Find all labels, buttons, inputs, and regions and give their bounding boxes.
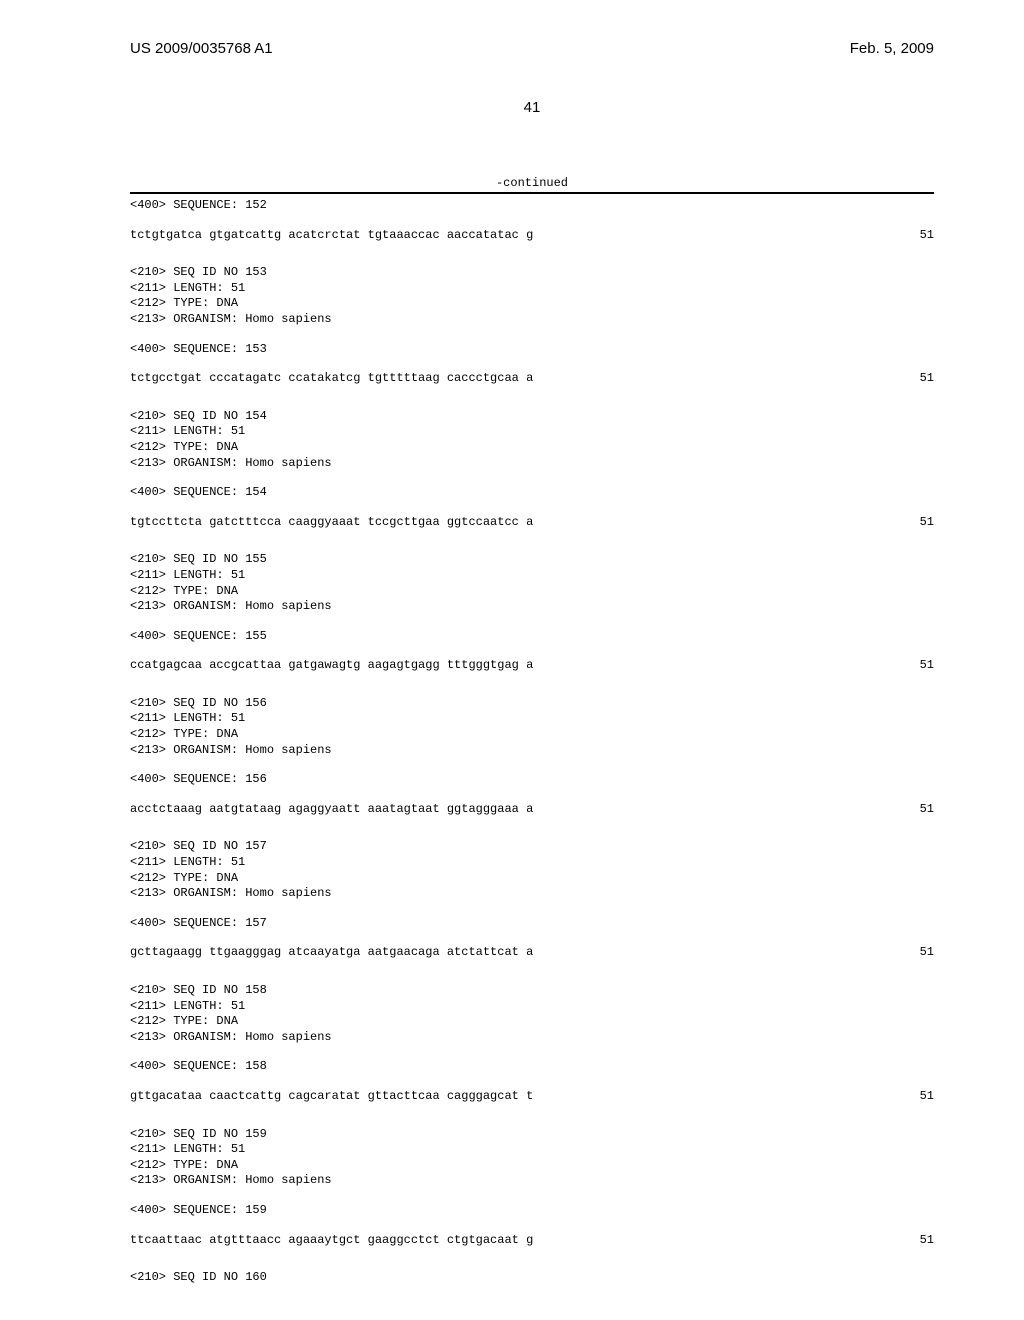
- sequence-text: ccatgagcaa accgcattaa gatgawagtg aagagtg…: [130, 658, 533, 674]
- length-line: <211> LENGTH: 51: [130, 855, 934, 871]
- sequence-text: ttcaattaac atgtttaacc agaaaytgct gaaggcc…: [130, 1233, 533, 1249]
- sequence-text: tctgcctgat cccatagatc ccatakatcg tgttttt…: [130, 371, 533, 387]
- sequence-entry: <210> SEQ ID NO 156<211> LENGTH: 51<212>…: [130, 696, 934, 818]
- sequence-row: acctctaaag aatgtataag agaggyaatt aaatagt…: [130, 802, 934, 818]
- sequence-length: 51: [920, 658, 934, 674]
- organism-line: <213> ORGANISM: Homo sapiens: [130, 743, 934, 759]
- seq-id-line: <210> SEQ ID NO 159: [130, 1127, 934, 1143]
- type-line: <212> TYPE: DNA: [130, 296, 934, 312]
- sequence-text: tctgtgatca gtgatcattg acatcrctat tgtaaac…: [130, 228, 533, 244]
- sequence-text: gttgacataa caactcattg cagcaratat gttactt…: [130, 1089, 533, 1105]
- sequence-row: gttgacataa caactcattg cagcaratat gttactt…: [130, 1089, 934, 1105]
- seq-id-line: <210> SEQ ID NO 157: [130, 839, 934, 855]
- seq-id-line: <210> SEQ ID NO 153: [130, 265, 934, 281]
- sequence-header: <400> SEQUENCE: 158: [130, 1059, 934, 1075]
- sequence-row: ttcaattaac atgtttaacc agaaaytgct gaaggcc…: [130, 1233, 934, 1249]
- sequence-entry: <210> SEQ ID NO 158<211> LENGTH: 51<212>…: [130, 983, 934, 1105]
- type-line: <212> TYPE: DNA: [130, 1014, 934, 1030]
- pub-date: Feb. 5, 2009: [850, 40, 934, 57]
- sequence-length: 51: [920, 945, 934, 961]
- sequence-header: <400> SEQUENCE: 155: [130, 629, 934, 645]
- organism-line: <213> ORGANISM: Homo sapiens: [130, 886, 934, 902]
- seq-id-line: <210> SEQ ID NO 158: [130, 983, 934, 999]
- organism-line: <213> ORGANISM: Homo sapiens: [130, 312, 934, 328]
- sequence-entry: <210> SEQ ID NO 153<211> LENGTH: 51<212>…: [130, 265, 934, 387]
- type-line: <212> TYPE: DNA: [130, 727, 934, 743]
- sequence-row: ccatgagcaa accgcattaa gatgawagtg aagagtg…: [130, 658, 934, 674]
- sequence-header: <400> SEQUENCE: 154: [130, 485, 934, 501]
- sequence-row: tctgcctgat cccatagatc ccatakatcg tgttttt…: [130, 371, 934, 387]
- sequence-text: gcttagaagg ttgaagggag atcaayatga aatgaac…: [130, 945, 533, 961]
- sequence-length: 51: [920, 371, 934, 387]
- sequence-text: acctctaaag aatgtataag agaggyaatt aaatagt…: [130, 802, 533, 818]
- sequence-entry: <400> SEQUENCE: 152 tctgtgatca gtgatcattg…: [130, 198, 934, 243]
- organism-line: <213> ORGANISM: Homo sapiens: [130, 1173, 934, 1189]
- type-line: <212> TYPE: DNA: [130, 871, 934, 887]
- sequence-length: 51: [920, 515, 934, 531]
- organism-line: <213> ORGANISM: Homo sapiens: [130, 1030, 934, 1046]
- type-line: <212> TYPE: DNA: [130, 584, 934, 600]
- length-line: <211> LENGTH: 51: [130, 424, 934, 440]
- sequence-header: <400> SEQUENCE: 153: [130, 342, 934, 358]
- sequence-entry: <210> SEQ ID NO 154<211> LENGTH: 51<212>…: [130, 409, 934, 531]
- seq-id-line: <210> SEQ ID NO 155: [130, 552, 934, 568]
- sequence-length: 51: [920, 228, 934, 244]
- page-header: US 2009/0035768 A1 Feb. 5, 2009: [130, 40, 934, 57]
- seq-id-line: <210> SEQ ID NO 154: [130, 409, 934, 425]
- seq-id-line: <210> SEQ ID NO 156: [130, 696, 934, 712]
- seq-id-line: <210> SEQ ID NO 160: [130, 1270, 934, 1286]
- length-line: <211> LENGTH: 51: [130, 1142, 934, 1158]
- sequence-header: <400> SEQUENCE: 157: [130, 916, 934, 932]
- sequence-entry: <210> SEQ ID NO 159<211> LENGTH: 51<212>…: [130, 1127, 934, 1249]
- length-line: <211> LENGTH: 51: [130, 281, 934, 297]
- length-line: <211> LENGTH: 51: [130, 999, 934, 1015]
- sequence-entry: <210> SEQ ID NO 155<211> LENGTH: 51<212>…: [130, 552, 934, 674]
- length-line: <211> LENGTH: 51: [130, 568, 934, 584]
- sequence-row: tctgtgatca gtgatcattg acatcrctat tgtaaac…: [130, 228, 934, 244]
- sequence-listing: <400> SEQUENCE: 152 tctgtgatca gtgatcattg…: [130, 194, 934, 1286]
- organism-line: <213> ORGANISM: Homo sapiens: [130, 456, 934, 472]
- page-number: 41: [130, 99, 934, 116]
- type-line: <212> TYPE: DNA: [130, 440, 934, 456]
- sequence-text: tgtccttcta gatctttcca caaggyaaat tccgctt…: [130, 515, 533, 531]
- pub-number: US 2009/0035768 A1: [130, 40, 273, 57]
- sequence-header: <400> SEQUENCE: 156: [130, 772, 934, 788]
- sequence-length: 51: [920, 1089, 934, 1105]
- sequence-header: <400> SEQUENCE: 152: [130, 198, 934, 214]
- sequence-row: tgtccttcta gatctttcca caaggyaaat tccgctt…: [130, 515, 934, 531]
- sequence-length: 51: [920, 802, 934, 818]
- length-line: <211> LENGTH: 51: [130, 711, 934, 727]
- sequence-entry: <210> SEQ ID NO 157<211> LENGTH: 51<212>…: [130, 839, 934, 961]
- sequence-header: <400> SEQUENCE: 159: [130, 1203, 934, 1219]
- organism-line: <213> ORGANISM: Homo sapiens: [130, 599, 934, 615]
- sequence-row: gcttagaagg ttgaagggag atcaayatga aatgaac…: [130, 945, 934, 961]
- continued-label: -continued: [130, 176, 934, 190]
- type-line: <212> TYPE: DNA: [130, 1158, 934, 1174]
- sequence-length: 51: [920, 1233, 934, 1249]
